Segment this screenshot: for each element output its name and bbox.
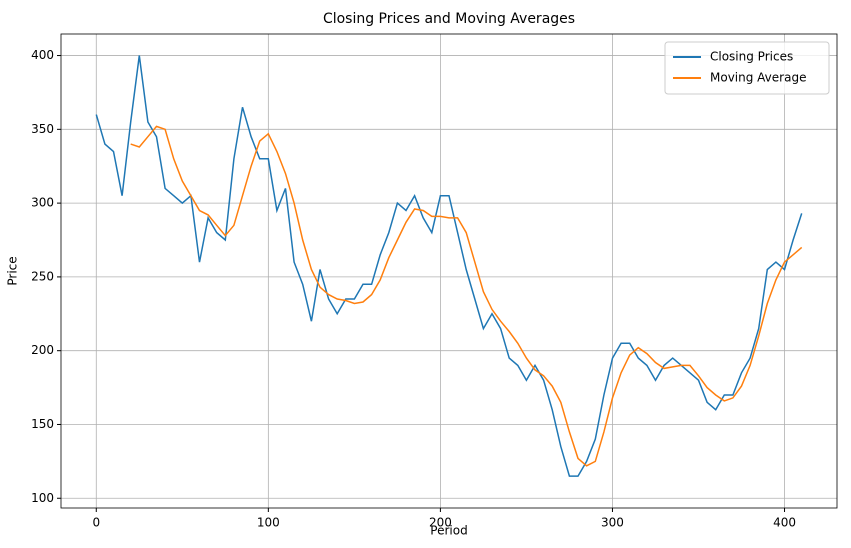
y-tick-label: 200 [31, 343, 54, 357]
x-tick-label: 300 [601, 516, 624, 530]
x-tick-label: 200 [429, 516, 452, 530]
line-series [130, 125, 803, 467]
y-tick-label: 400 [31, 48, 54, 62]
y-axis-label: Price [6, 256, 20, 285]
x-axis-label: Period [430, 524, 467, 538]
legend-box [664, 41, 830, 95]
x-tick-label: 0 [92, 516, 100, 530]
x-tick-label: 100 [257, 516, 280, 530]
y-tick-label: 300 [31, 196, 54, 210]
legend: Closing Prices Moving Average [664, 41, 830, 95]
y-tick-label: 150 [31, 417, 54, 431]
legend-label: Moving Average [710, 71, 806, 85]
legend-label: Closing Prices [710, 50, 793, 64]
x-tick-label: 400 [773, 516, 796, 530]
chart-title: Closing Prices and Moving Averages [323, 11, 575, 27]
line-series [95, 55, 803, 477]
y-tick-label: 250 [31, 269, 54, 283]
y-tick-label: 350 [31, 122, 54, 136]
plot-frame [60, 33, 838, 509]
y-tick-label: 100 [31, 491, 54, 505]
